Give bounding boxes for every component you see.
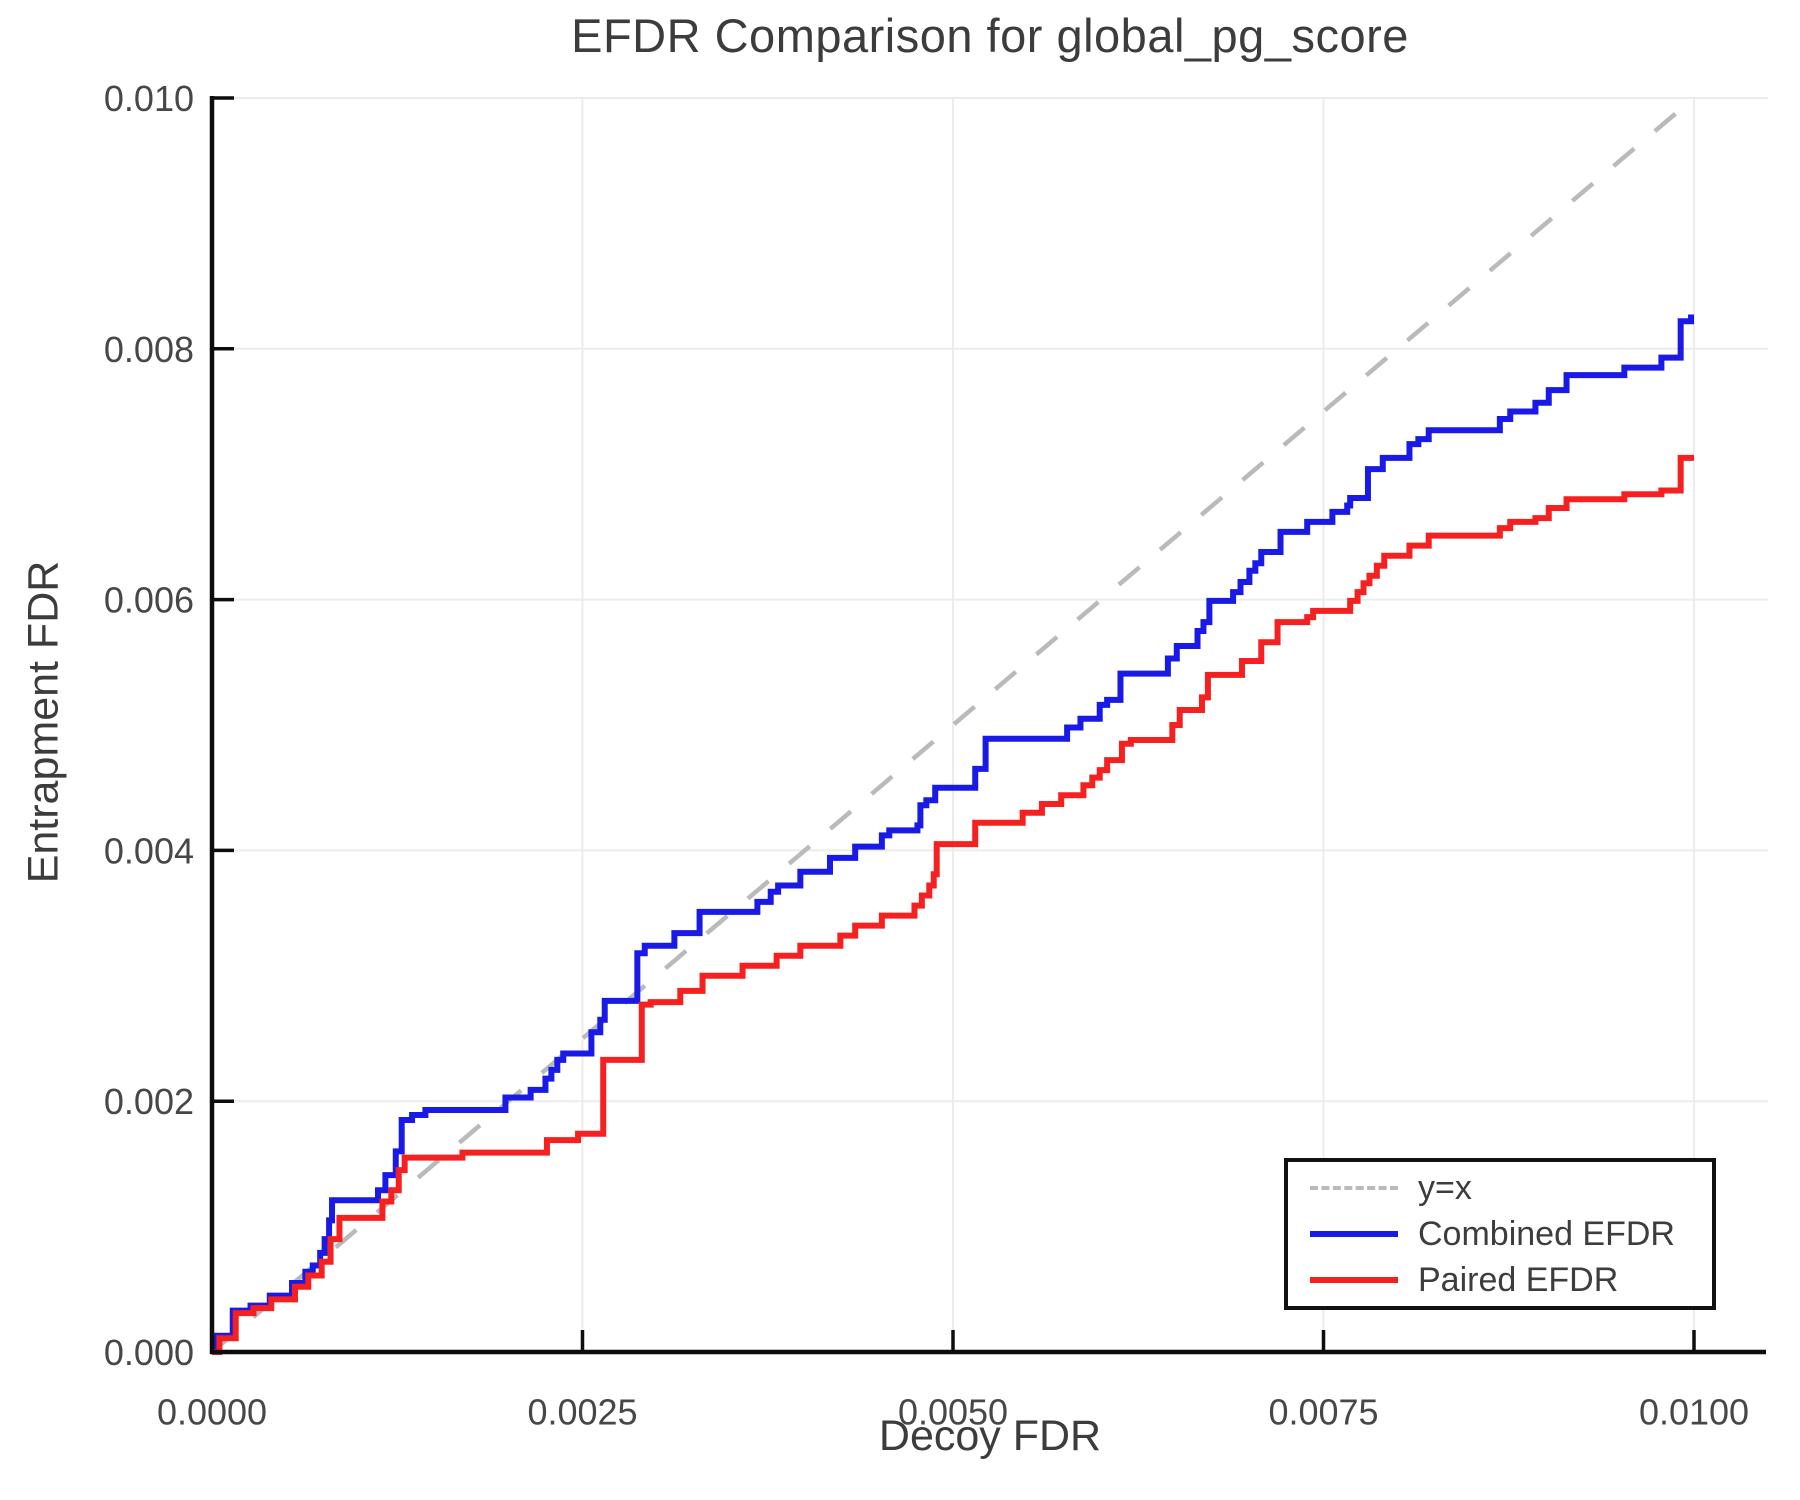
y-tick-label: 0.000 [104, 1332, 194, 1373]
y-tick-label: 0.008 [104, 329, 194, 370]
y-tick-label: 0.010 [104, 78, 194, 119]
legend-label: Combined EFDR [1418, 1214, 1675, 1253]
chart-title: EFDR Comparison for global_pg_score [571, 9, 1409, 62]
legend: y=x Combined EFDR Paired EFDR [1284, 1158, 1716, 1310]
combined-line-swatch [1310, 1231, 1398, 1237]
series-paired-efdr-line [212, 454, 1694, 1355]
x-tick-label: 0.0000 [157, 1391, 267, 1432]
legend-item-combined: Combined EFDR [1310, 1214, 1712, 1254]
x-axis-label: Decoy FDR [878, 1412, 1102, 1460]
series-combined-efdr-line [212, 314, 1695, 1355]
y-tick-label: 0.002 [104, 1081, 194, 1122]
y-tick-label: 0.004 [104, 830, 194, 871]
x-tick-label: 0.0050 [898, 1391, 1008, 1432]
y-tick-label: 0.006 [104, 580, 194, 621]
x-tick-label: 0.0025 [527, 1391, 637, 1432]
x-tick-label: 0.0075 [1268, 1391, 1378, 1432]
identity-line-swatch [1310, 1186, 1398, 1190]
legend-item-identity: y=x [1310, 1168, 1712, 1208]
legend-label: Paired EFDR [1418, 1260, 1619, 1299]
legend-item-paired: Paired EFDR [1310, 1260, 1712, 1300]
legend-label: y=x [1418, 1168, 1472, 1207]
x-tick-label: 0.0100 [1639, 1391, 1749, 1432]
paired-line-swatch [1310, 1277, 1398, 1283]
